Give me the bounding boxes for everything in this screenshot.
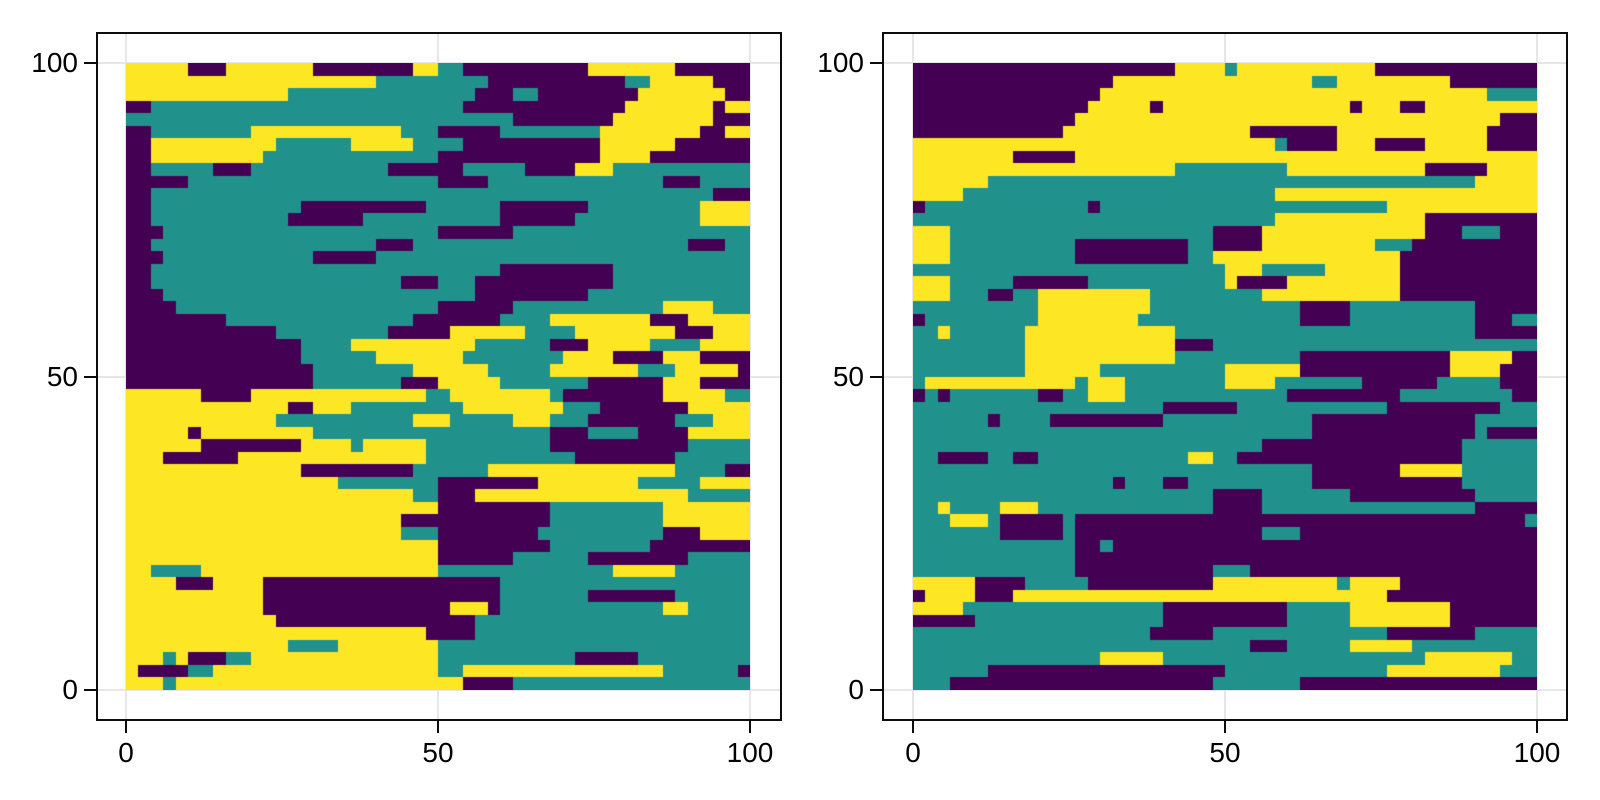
y-tick-label: 100 bbox=[817, 47, 864, 78]
x-tick bbox=[912, 721, 914, 733]
y-tick bbox=[84, 689, 96, 691]
y-tick-label: 100 bbox=[31, 47, 78, 78]
x-tick-label: 0 bbox=[905, 737, 921, 768]
heatmap-left bbox=[126, 63, 750, 690]
y-gridline bbox=[98, 689, 780, 691]
heatmap-right bbox=[913, 63, 1537, 690]
x-tick-label: 50 bbox=[1209, 737, 1241, 768]
x-tick-label: 100 bbox=[726, 737, 774, 768]
x-tick bbox=[437, 721, 439, 733]
x-tick bbox=[749, 721, 751, 733]
x-tick bbox=[1536, 721, 1538, 733]
y-gridline bbox=[884, 689, 1566, 691]
y-tick bbox=[84, 375, 96, 378]
x-tick-label: 0 bbox=[118, 737, 134, 768]
y-tick-label: 50 bbox=[46, 360, 78, 392]
axis-frame bbox=[882, 32, 1568, 721]
y-tick bbox=[870, 689, 882, 691]
y-tick bbox=[870, 62, 882, 64]
x-tick-label: 100 bbox=[1513, 737, 1561, 768]
y-tick-label: 0 bbox=[848, 674, 864, 705]
axis-frame bbox=[96, 32, 782, 721]
y-tick bbox=[870, 375, 882, 378]
x-tick-label: 50 bbox=[422, 737, 454, 768]
x-tick bbox=[1224, 721, 1226, 733]
y-tick bbox=[84, 62, 96, 64]
x-tick bbox=[125, 721, 127, 733]
y-tick-label: 0 bbox=[62, 674, 78, 705]
y-tick-label: 50 bbox=[832, 360, 864, 392]
